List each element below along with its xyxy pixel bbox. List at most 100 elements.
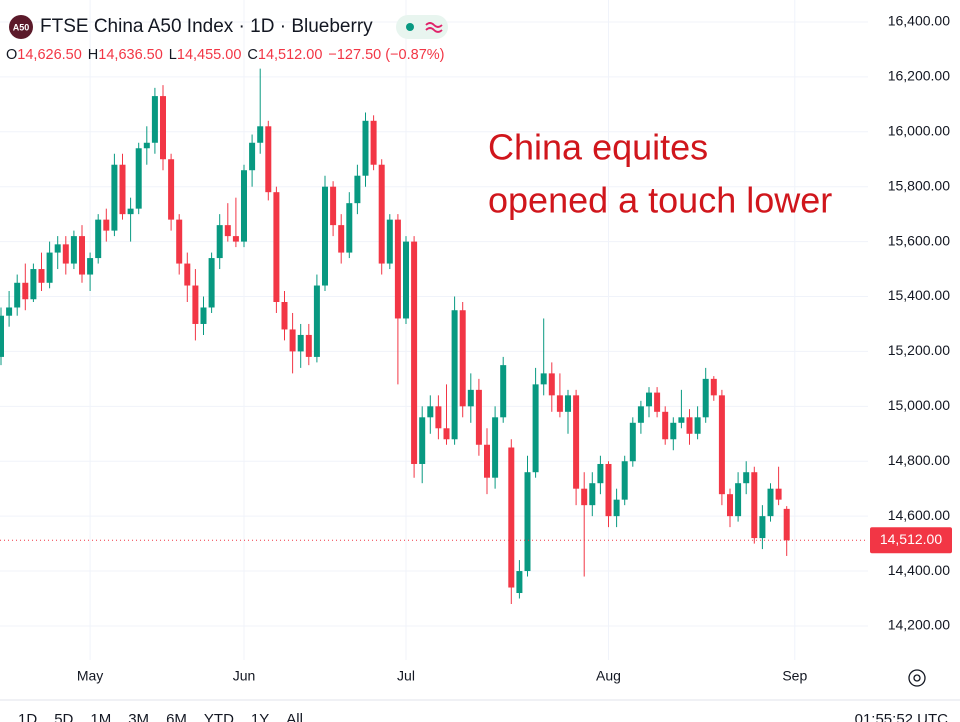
candle-body: [621, 461, 628, 500]
candle-body: [297, 334, 304, 352]
clock: 01:55:52 UTC: [855, 711, 949, 722]
candle-body: [313, 285, 320, 357]
candle-body: [79, 236, 85, 275]
candle-body: [678, 417, 685, 423]
annotation: opened a touch lower: [488, 180, 832, 221]
status-icon: [425, 22, 443, 33]
candle-body: [532, 384, 539, 473]
candle-body: [597, 463, 604, 484]
candle-body: [208, 258, 215, 308]
candle-body: [111, 164, 118, 231]
range-button[interactable]: 1Y: [251, 711, 269, 722]
candle-body: [686, 417, 693, 434]
ohlc-line: O14,626.50 H14,636.50 L14,455.00 C14,512.00…: [6, 47, 444, 63]
range-button[interactable]: 1D: [18, 711, 37, 722]
candle-body: [556, 395, 563, 412]
candle-body: [241, 170, 247, 242]
candle-body: [411, 241, 418, 464]
candle-body: [216, 225, 223, 259]
candle-body: [710, 378, 717, 396]
ohlc-letter: C: [247, 47, 257, 63]
candle-body: [751, 472, 758, 539]
candle-body: [743, 472, 750, 484]
candles: [0, 68, 790, 604]
annotation: China equites: [488, 127, 708, 168]
candle-body: [775, 488, 782, 500]
y-tick-label: 16,400.00: [888, 13, 950, 29]
y-tick-label: 14,400.00: [888, 562, 950, 578]
candle-body: [273, 192, 280, 302]
y-tick-label: 15,000.00: [888, 397, 950, 413]
candle-body: [605, 463, 612, 517]
candle-body: [516, 571, 523, 594]
candle-body: [151, 96, 158, 143]
candle-body: [386, 219, 393, 264]
candle-body: [224, 225, 231, 237]
range-button[interactable]: 6M: [166, 711, 187, 722]
candle-body: [168, 159, 175, 220]
candle-body: [475, 389, 482, 445]
candle-body: [492, 417, 499, 478]
candle-body: [500, 365, 507, 418]
logo: [9, 15, 33, 39]
candle-body: [232, 236, 239, 242]
candle-body: [459, 310, 466, 407]
candle-body: [427, 406, 434, 418]
ohlc-value: 14,626.50: [17, 47, 82, 63]
range-button[interactable]: 3M: [128, 711, 149, 722]
candle-body: [257, 126, 264, 143]
candle-body: [330, 186, 337, 226]
candle-body: [451, 310, 458, 440]
candle-body: [22, 282, 29, 300]
candle-body: [322, 186, 328, 286]
range-button[interactable]: YTD: [204, 711, 234, 722]
y-tick-label: 14,600.00: [888, 507, 950, 523]
x-tick-label: Sep: [782, 668, 807, 684]
candle-body: [54, 244, 61, 253]
candle-body: [540, 373, 547, 385]
candle-body: [613, 499, 620, 517]
candle-body: [727, 494, 733, 517]
candle-body: [443, 428, 450, 440]
y-tick-label: 15,800.00: [888, 177, 950, 193]
ohlc-value: 14,636.50: [98, 47, 163, 63]
range-button[interactable]: 1M: [90, 711, 111, 722]
candle-body: [759, 516, 766, 539]
range-button[interactable]: 5D: [54, 711, 73, 722]
candle-body: [435, 406, 442, 429]
candle-body: [694, 417, 701, 434]
overlay: A50 FTSE China A50 Index · 1D · Blueberr…: [0, 15, 960, 722]
y-tick-label: 15,400.00: [888, 287, 950, 303]
candle-body: [354, 175, 361, 204]
ohlc-change: −127.50 (−0.87%): [328, 47, 444, 63]
ohlc-value: 14,455.00: [177, 47, 242, 63]
candle-body: [87, 258, 94, 275]
candle-body: [192, 285, 199, 324]
range-button[interactable]: All: [286, 711, 303, 722]
last-price-box: [870, 527, 952, 554]
candle-body: [305, 334, 312, 357]
y-tick-label: 14,800.00: [888, 452, 950, 468]
candle-body: [637, 406, 644, 423]
x-tick-label: Aug: [596, 668, 621, 684]
candle-body: [702, 378, 709, 418]
candle-body: [46, 252, 53, 283]
status-dot: [406, 23, 414, 31]
candle-body: [30, 269, 37, 300]
timezone-icon[interactable]: [908, 669, 926, 687]
candle-body: [281, 301, 288, 330]
candle-body: [0, 315, 4, 357]
candle-body: [589, 483, 596, 506]
candle-body: [38, 269, 45, 283]
candle-body: [6, 307, 13, 316]
candle-body: [143, 142, 150, 149]
status-pill[interactable]: [396, 15, 448, 39]
ohlc-letter: L: [169, 47, 177, 63]
y-tick-label: 14,200.00: [888, 617, 950, 633]
last-price-label: 14,512.00: [880, 531, 942, 547]
candle-body: [95, 219, 102, 259]
candle-body: [370, 120, 377, 165]
candle-body: [662, 411, 669, 440]
candle-body: [119, 164, 126, 215]
